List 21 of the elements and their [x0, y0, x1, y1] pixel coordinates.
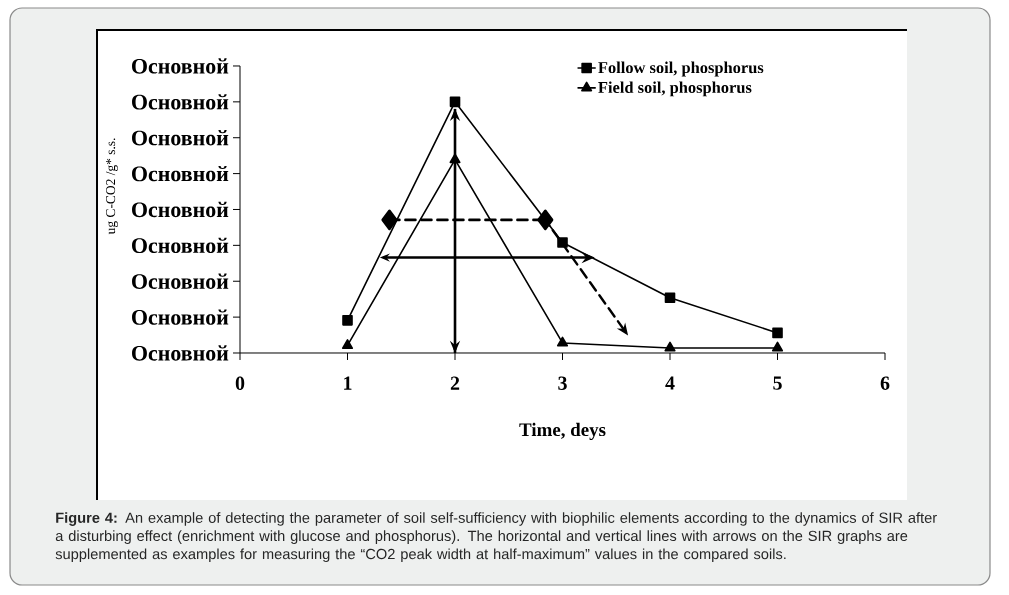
- text: Основной: [132, 273, 229, 289]
- x-tick-label: 0: [235, 376, 245, 390]
- text: Основной: [132, 130, 229, 146]
- x-tick-label: 2: [450, 376, 460, 390]
- text: Основной: [132, 201, 229, 218]
- x-tick-label: 4: [665, 376, 675, 390]
- text: Основной: [132, 58, 229, 74]
- x-tick-label: 1: [344, 376, 352, 390]
- legend-label: Field soil, phosphorus: [598, 81, 752, 97]
- text: Figure 4: An example of detecting the parameter of soil self-sufficiency with biophilic elements according to the dynamics of SIR after a disturbing effect (enrichment with glucose and phosphorus). The horizontal and vertical lines with arrows on the SIR graphs are supplemented as examples for measuring the “CO2 peak width at half-maximum” values in the compared soils.: [55, 512, 937, 563]
- x-tick-label: 5: [773, 376, 782, 390]
- x-tick-label: 6: [880, 376, 890, 390]
- legend-label: Follow soil, phosphorus: [598, 61, 764, 77]
- text: Основной: [132, 309, 229, 325]
- x-axis-title: Time, deys: [519, 422, 606, 440]
- text: Основной: [132, 165, 229, 182]
- text: Основной: [132, 237, 229, 254]
- text: Основной: [132, 94, 229, 110]
- text: Основной: [132, 345, 229, 361]
- text: ug C-CO2 /g* s.s.: [106, 138, 118, 235]
- x-tick-label: 3: [558, 376, 567, 390]
